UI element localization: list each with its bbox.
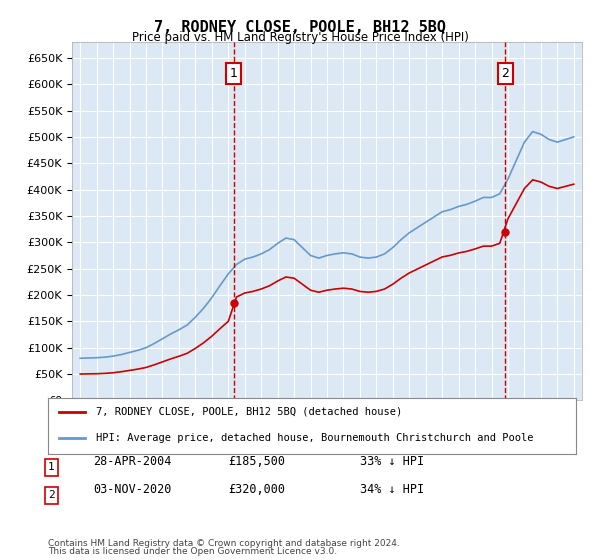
Text: HPI: Average price, detached house, Bournemouth Christchurch and Poole: HPI: Average price, detached house, Bour… — [95, 433, 533, 443]
Text: 03-NOV-2020: 03-NOV-2020 — [93, 483, 172, 496]
Text: 7, RODNEY CLOSE, POOLE, BH12 5BQ (detached house): 7, RODNEY CLOSE, POOLE, BH12 5BQ (detach… — [95, 407, 402, 417]
Text: Price paid vs. HM Land Registry's House Price Index (HPI): Price paid vs. HM Land Registry's House … — [131, 31, 469, 44]
Text: 2: 2 — [48, 491, 55, 501]
Text: 34% ↓ HPI: 34% ↓ HPI — [360, 483, 424, 496]
Text: 7, RODNEY CLOSE, POOLE, BH12 5BQ: 7, RODNEY CLOSE, POOLE, BH12 5BQ — [154, 20, 446, 35]
Text: This data is licensed under the Open Government Licence v3.0.: This data is licensed under the Open Gov… — [48, 548, 337, 557]
Text: £320,000: £320,000 — [228, 483, 285, 496]
Text: 2: 2 — [502, 67, 509, 80]
Text: 33% ↓ HPI: 33% ↓ HPI — [360, 455, 424, 468]
Text: 1: 1 — [230, 67, 238, 80]
Text: 28-APR-2004: 28-APR-2004 — [93, 455, 172, 468]
Text: Contains HM Land Registry data © Crown copyright and database right 2024.: Contains HM Land Registry data © Crown c… — [48, 539, 400, 548]
Text: £185,500: £185,500 — [228, 455, 285, 468]
Text: 1: 1 — [48, 463, 55, 473]
